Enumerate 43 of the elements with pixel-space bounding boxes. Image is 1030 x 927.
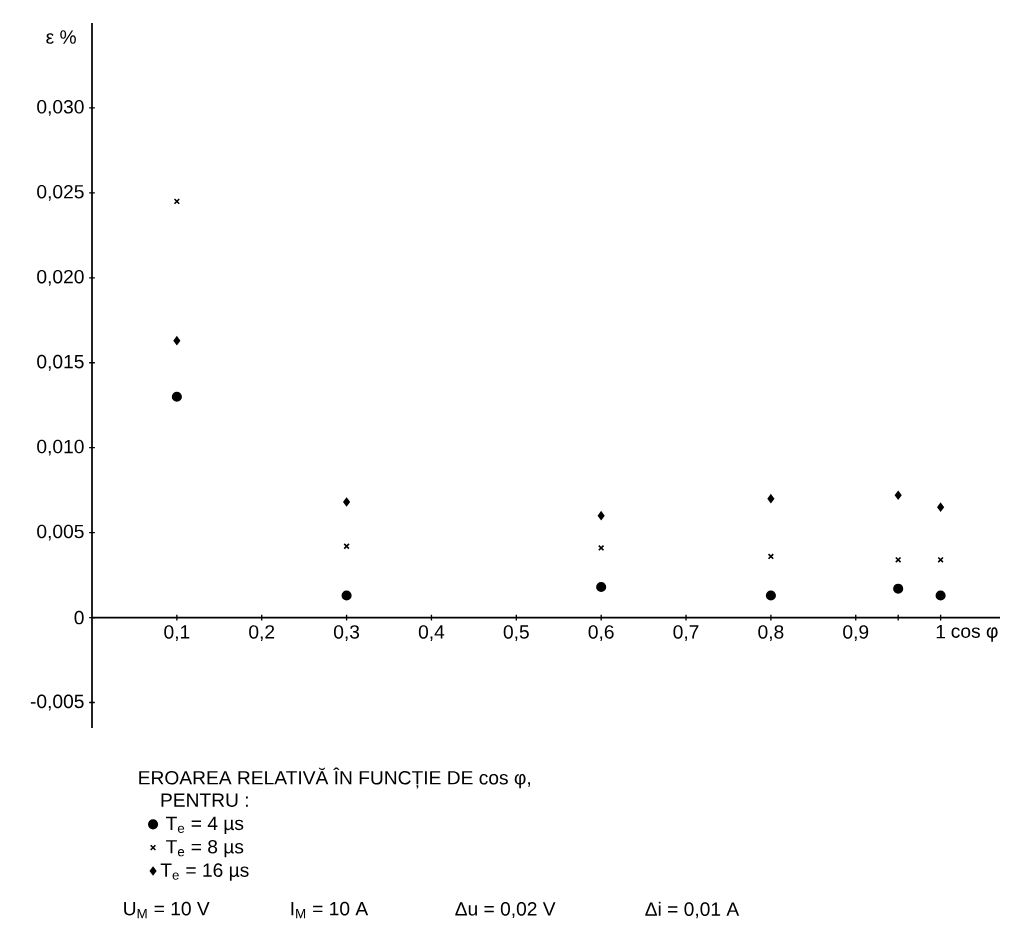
x-tick-label: 0,6 xyxy=(588,625,614,641)
point xyxy=(173,336,181,345)
text: Δi = 0,01 A xyxy=(645,901,740,919)
x-tick-label: 0,9 xyxy=(843,625,869,641)
point xyxy=(765,590,776,601)
x-tick-label: 0,7 xyxy=(673,625,699,641)
text: I$_{M}$ = 10 A xyxy=(291,901,369,919)
point xyxy=(597,511,605,520)
point xyxy=(341,590,352,601)
y-tick-label: -0,005 xyxy=(30,694,84,711)
legend-label: T$_{e}$ = 8 µs xyxy=(166,839,244,858)
x-tick-label: 0,8 xyxy=(758,625,784,641)
x-tick-label: 1 xyxy=(936,625,946,639)
text: U$_{M}$ = 10 V xyxy=(124,901,210,919)
x-tick-label: 0,1 xyxy=(164,625,190,641)
point xyxy=(893,583,904,594)
point xyxy=(343,497,350,507)
y-tick-label: 0,030 xyxy=(37,100,84,116)
point xyxy=(171,391,182,402)
y-axis-title: ε % xyxy=(46,30,76,44)
x-tick-label: 0,3 xyxy=(333,625,360,641)
y-tick-label: 0,020 xyxy=(37,269,84,286)
point xyxy=(596,581,607,593)
x-axis-title: cos φ xyxy=(951,627,998,642)
legend-label: T$_{e}$ = 4 µs xyxy=(166,816,244,834)
point xyxy=(895,556,902,563)
legend-label: T$_{e}$ = 16 µs xyxy=(160,863,249,881)
text: Δu = 0,02 V xyxy=(455,902,556,918)
y-tick-label: 0,015 xyxy=(37,354,84,371)
y-tick-label: 0,005 xyxy=(37,524,84,541)
point xyxy=(598,544,605,552)
y-tick-label: 0,010 xyxy=(37,439,84,456)
point xyxy=(894,490,902,500)
point xyxy=(767,494,775,503)
text: EROAREA RELATIVĂ ÎN FUNCȚIE DE cos φ, xyxy=(139,767,530,789)
x-tick-label: 0,5 xyxy=(503,625,529,641)
y-tick-label: 0,025 xyxy=(37,184,84,201)
x-tick-label: 0,4 xyxy=(418,625,445,641)
y-tick-label: 0 xyxy=(74,610,84,625)
point xyxy=(937,502,945,512)
x-tick-label: 0,2 xyxy=(249,625,275,641)
point xyxy=(935,590,946,601)
legend-title: PENTRU : xyxy=(161,793,248,807)
